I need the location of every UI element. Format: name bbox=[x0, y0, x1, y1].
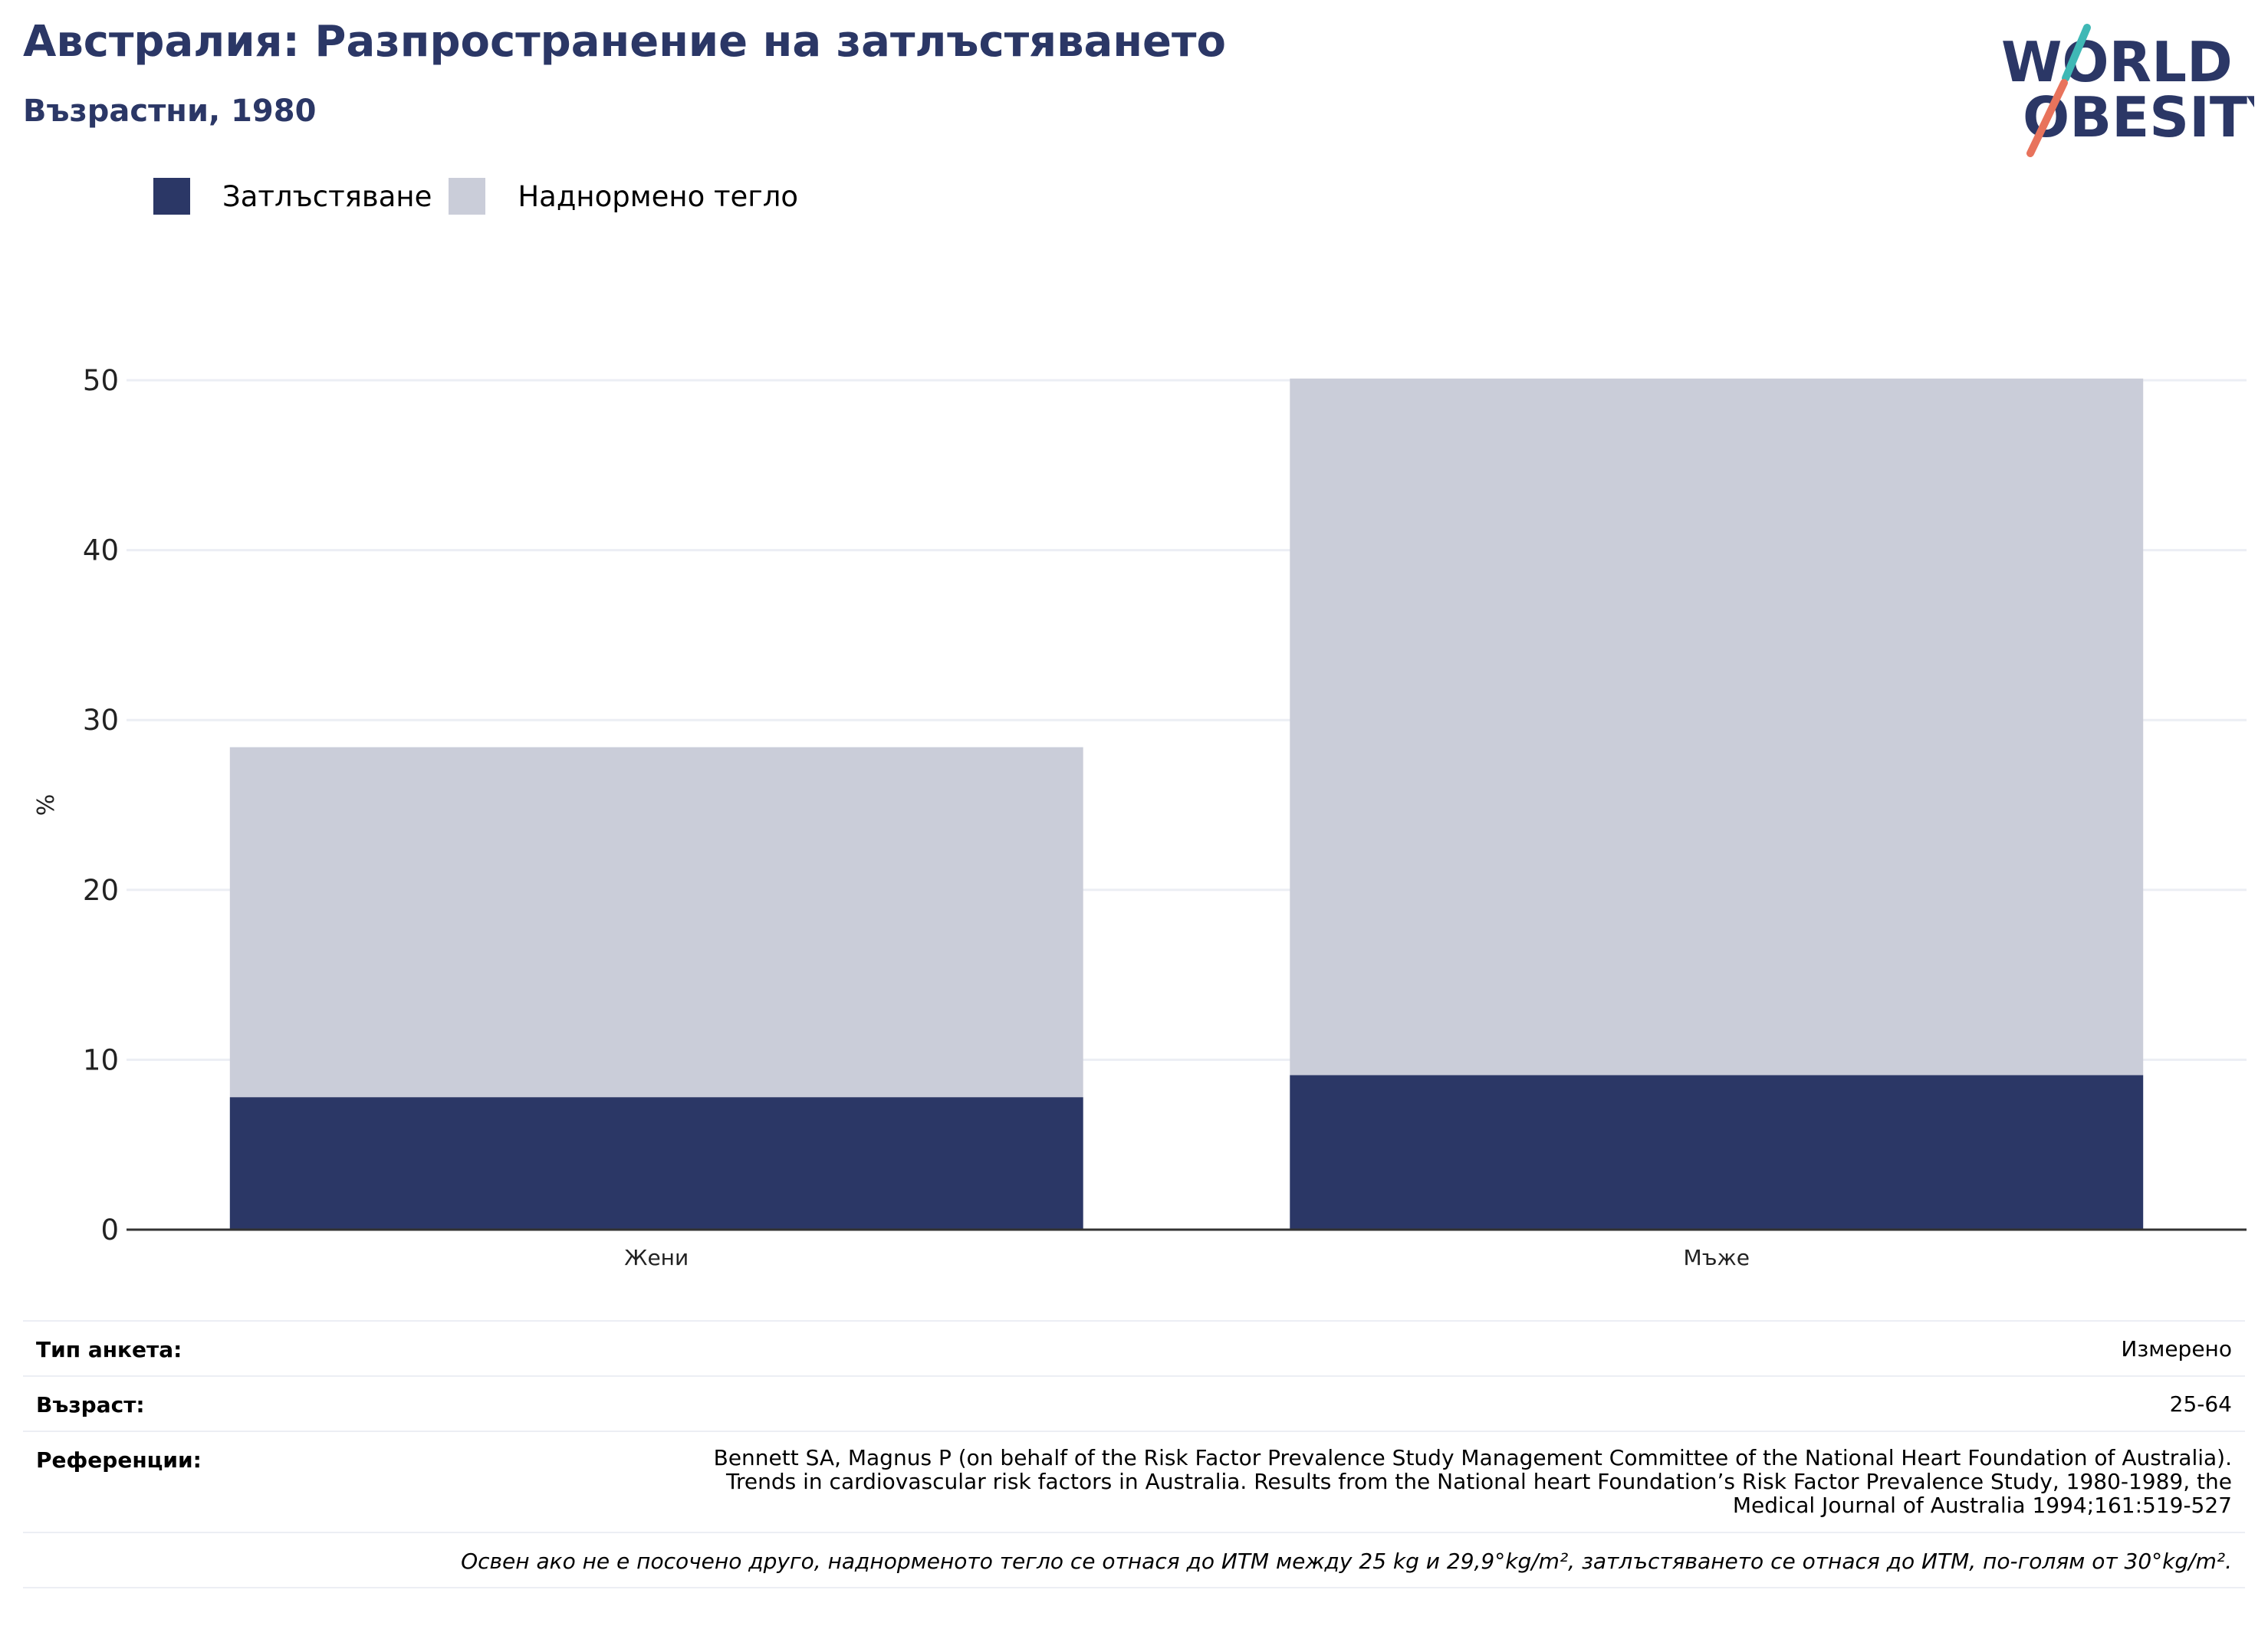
survey-type-label: Тип анкета: bbox=[36, 1337, 182, 1362]
legend-label-obesity: Затлъстяване bbox=[222, 179, 432, 213]
y-axis-label: % bbox=[33, 794, 60, 816]
reference-line-3: Medical Journal of Australia 1994;161:51… bbox=[1732, 1493, 2232, 1518]
info-row-age: Възраст: 25-64 bbox=[23, 1375, 2245, 1431]
world-obesity-logo: WORLD OBESITY bbox=[2001, 24, 2254, 157]
legend-swatch-obesity bbox=[153, 178, 190, 215]
legend-item-obesity[interactable]: Затлъстяване bbox=[153, 178, 432, 215]
page-title: Австралия: Разпространение на затлъстява… bbox=[23, 17, 1226, 67]
legend-item-overweight[interactable]: Наднормено тегло bbox=[449, 178, 798, 215]
legend-label-overweight: Наднормено тегло bbox=[518, 179, 799, 213]
x-tick-label-2: Мъже bbox=[1684, 1245, 1750, 1270]
reference-line-1: Bennett SA, Magnus P (on behalf of the R… bbox=[713, 1445, 2232, 1470]
bar-obesity-2 bbox=[1290, 1075, 2144, 1230]
info-row-survey: Тип анкета: Измерено bbox=[23, 1320, 2245, 1375]
y-tick-label-30: 30 bbox=[83, 704, 119, 737]
page-subtitle: Възрастни, 1980 bbox=[23, 94, 317, 129]
bar-overweight-1 bbox=[229, 747, 1083, 1098]
y-tick-label-10: 10 bbox=[83, 1043, 119, 1076]
y-tick-label-50: 50 bbox=[83, 364, 119, 397]
definition-note: Освен ако не е посочено друго, наднормен… bbox=[461, 1549, 2232, 1574]
chart-legend: Затлъстяване Наднормено тегло bbox=[153, 176, 815, 216]
y-tick-label-0: 0 bbox=[100, 1214, 119, 1247]
age-value: 25-64 bbox=[2169, 1391, 2232, 1417]
survey-type-value: Измерено bbox=[2121, 1336, 2232, 1362]
info-row-references: Референции: Bennett SA, Magnus P (on beh… bbox=[23, 1431, 2245, 1532]
y-tick-label-40: 40 bbox=[83, 534, 119, 567]
reference-line-2: Trends in cardiovascular risk factors in… bbox=[726, 1469, 2232, 1494]
references-label: Референции: bbox=[36, 1447, 202, 1473]
x-tick-label-1: Жени bbox=[624, 1245, 689, 1270]
legend-swatch-overweight bbox=[449, 178, 486, 215]
svg-text:WORLD: WORLD bbox=[2001, 30, 2233, 94]
bar-overweight-2 bbox=[1290, 378, 2144, 1076]
bar-obesity-1 bbox=[229, 1097, 1083, 1230]
info-row-note: Освен ако не е посочено друго, наднормен… bbox=[23, 1532, 2245, 1588]
references-value: Bennett SA, Magnus P (on behalf of the R… bbox=[714, 1446, 2232, 1517]
age-label: Възраст: bbox=[36, 1392, 145, 1417]
y-tick-label-20: 20 bbox=[83, 874, 119, 907]
bar-chart: 0 10 20 30 40 50% Жени Мъже bbox=[33, 364, 2247, 1270]
